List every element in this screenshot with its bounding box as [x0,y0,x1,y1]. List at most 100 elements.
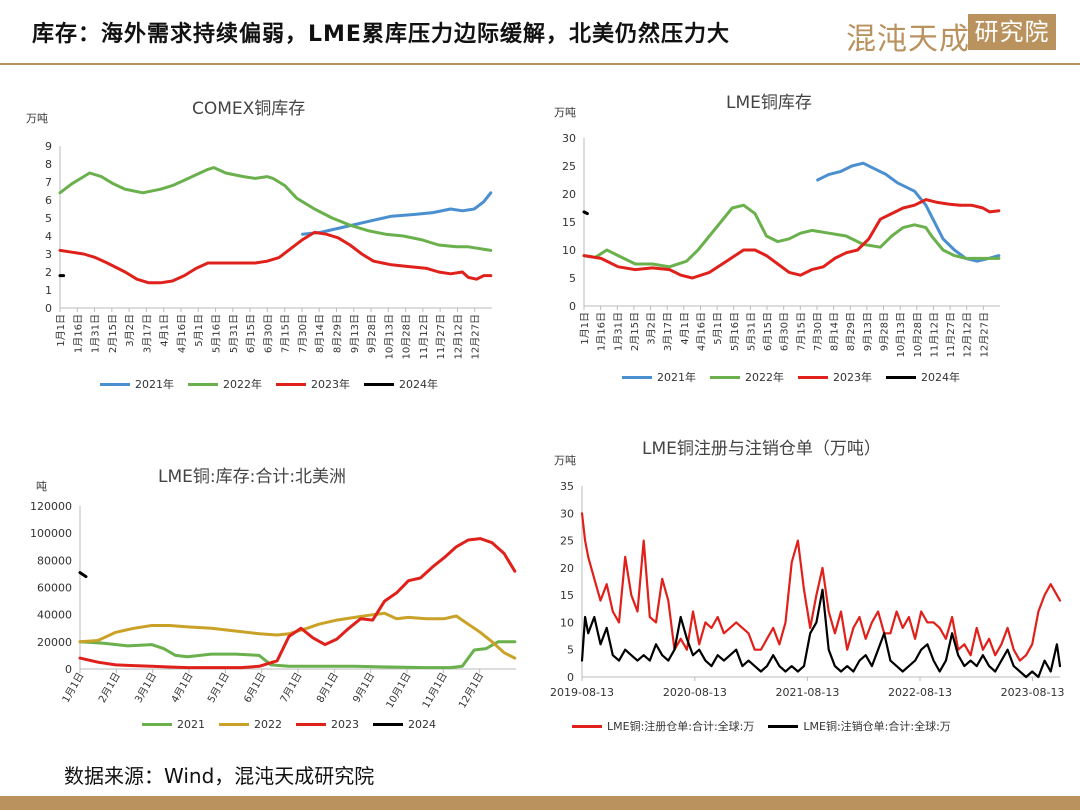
lme-legend-item: 2021年 [622,369,696,385]
warrants-series-line-2 [580,588,1062,679]
footer-bar [0,796,1080,810]
lme-legend-swatch [886,375,916,379]
lme-unit-label: 万吨 [554,106,576,119]
comex-legend: 2021年 2022年 2023年 2024年 [100,376,452,392]
lme_na-legend-label: 2022 [254,718,282,731]
lme-xtick-label: 1月1日 [579,312,591,345]
comex-ytick-label: 5 [45,212,52,225]
comex-xtick-label: 6月30日 [262,314,274,353]
comex-series-line-2 [58,166,493,252]
lme_na-legend-swatch [142,723,172,726]
lme_na-legend-item: 2023 [296,718,359,731]
lme-xtick-label: 3月17日 [662,312,674,351]
header-divider [0,63,1080,65]
comex-unit-label: 万吨 [26,112,48,125]
lme-ytick-label: 5 [569,272,576,285]
warrants-legend-label: LME铜:注销仓单:合计:全球:万 [803,720,951,733]
lme_na-xtick-label: 1月1日 [60,671,87,705]
lme-xtick-label: 5月31日 [745,312,757,351]
comex-xtick-label: 10月13日 [383,314,395,359]
comex-xtick-label: 8月14日 [314,314,326,353]
lme-ytick-label: 10 [562,244,576,257]
comex-xtick-label: 7月30日 [297,314,309,353]
comex-legend-label: 2021年 [135,378,174,391]
comex-ytick-label: 8 [45,158,52,171]
comex-ytick-label: 3 [45,248,52,261]
lme_na-xtick-label: 11月1日 [420,671,450,711]
comex-xtick-label: 3月2日 [124,314,136,347]
lme-xtick-label: 2月15日 [629,312,641,351]
lme_na-legend-swatch [219,723,249,726]
lme-xtick-label: 1月16日 [596,312,608,351]
lme-xtick-label: 7月30日 [812,312,824,351]
comex-xtick-label: 1月16日 [72,314,84,353]
lme-xtick-label: 8月29日 [845,312,857,351]
comex-legend-swatch [364,382,394,386]
lme-ytick-label: 20 [562,188,576,201]
lme-legend-swatch [622,375,652,379]
warrants-ytick-label: 25 [560,535,574,548]
comex-legend-swatch [276,382,306,386]
comex-xtick-label: 9月13日 [349,314,361,353]
lme-series-line-2 [582,203,1001,269]
brand-logo: 混沌天成 研究院 [846,10,1058,57]
lme-legend-label: 2022年 [745,371,784,384]
lme-xtick-label: 6月15日 [762,312,774,351]
logo-sub-text: 研究院 [968,14,1056,50]
lme_na-series-line-1 [78,640,517,670]
comex-xtick-label: 2月15日 [107,314,119,353]
comex-xtick-label: 11月27日 [435,314,447,359]
comex-ytick-label: 7 [45,176,52,189]
comex-legend-item: 2024年 [364,376,438,392]
lme-xtick-label: 7月15日 [795,312,807,351]
comex-xtick-label: 6月15日 [245,314,257,353]
warrants-ytick-label: 0 [567,671,574,684]
lme_na-legend-item: 2024 [373,718,436,731]
warrants-legend-item: LME铜:注册仓单:合计:全球:万 [572,718,754,734]
lme_na-ytick-label: 120000 [30,500,72,513]
comex-xtick-label: 10月28日 [401,314,413,359]
lme-legend-item: 2022年 [710,369,784,385]
lme_na-ytick-label: 100000 [30,527,72,540]
comex-legend-label: 2023年 [311,378,350,391]
warrants-legend-label: LME铜:注册仓单:合计:全球:万 [607,720,755,733]
warrants-xtick-label: 2023-08-13 [1001,686,1065,699]
lme-xtick-label: 3月2日 [646,312,658,345]
comex-xtick-label: 1月31日 [90,314,102,353]
lme-ytick-label: 15 [562,216,576,229]
comex-xtick-label: 5月1日 [193,314,205,347]
warrants-legend-item: LME铜:注销仓单:合计:全球:万 [768,718,951,734]
lme_na-legend-label: 2023 [331,718,359,731]
lme-legend-item: 2023年 [798,369,872,385]
comex-xtick-label: 3月17日 [141,314,153,353]
lme_na-xtick-label: 7月1日 [278,671,305,705]
lme_na-legend-item: 2022 [219,718,282,731]
comex-xtick-label: 9月28日 [366,314,378,353]
warrants-ytick-label: 10 [560,616,574,629]
comex-xtick-label: 12月12日 [452,314,464,359]
lme-xtick-label: 4月1日 [679,312,691,345]
comex-legend-label: 2022年 [223,378,262,391]
lme_na-ytick-label: 60000 [37,582,72,595]
lme-legend-item: 2024年 [886,369,960,385]
lme_na-legend-label: 2021 [177,718,205,731]
lme-xtick-label: 11月27日 [945,312,957,357]
comex-xtick-label: 4月1日 [159,314,171,347]
comex-xtick-label: 7月15日 [280,314,292,353]
warrants-legend: LME铜:注册仓单:合计:全球:万 LME铜:注销仓单:合计:全球:万 [572,718,965,734]
lme_na-xtick-label: 4月1日 [169,671,196,705]
warrants-ytick-label: 5 [567,644,574,657]
lme_na-ytick-label: 80000 [37,554,72,567]
slide-title: 库存：海外需求持续偏弱，LME累库压力边际缓解，北美仍然压力大 [32,22,730,47]
warrants-ytick-label: 20 [560,562,574,575]
data-source-note: 数据来源：Wind，混沌天成研究院 [64,764,375,788]
lme_na-xtick-label: 10月1日 [384,671,414,711]
lme-xtick-label: 8月14日 [829,312,841,351]
lme-ytick-label: 30 [562,132,576,145]
lme_na-xtick-label: 5月1日 [205,671,232,705]
lme_na-legend-swatch [296,723,326,726]
comex-chart-panel: COMEX铜库存 万吨 0 1 2 3 4 5 6 7 8 9 1月1日 1月16日 1月31日 2月15… [0,80,540,400]
report-header: 库存：海外需求持续偏弱，LME累库压力边际缓解，北美仍然压力大 混沌天成 研究院 [0,0,1080,64]
warrants-chart-panel: LME铜注册与注销仓单（万吨） 万吨 0 5 10 15 20 25 30 35 2019-08… [540,430,1080,750]
comex-legend-swatch [100,382,130,386]
